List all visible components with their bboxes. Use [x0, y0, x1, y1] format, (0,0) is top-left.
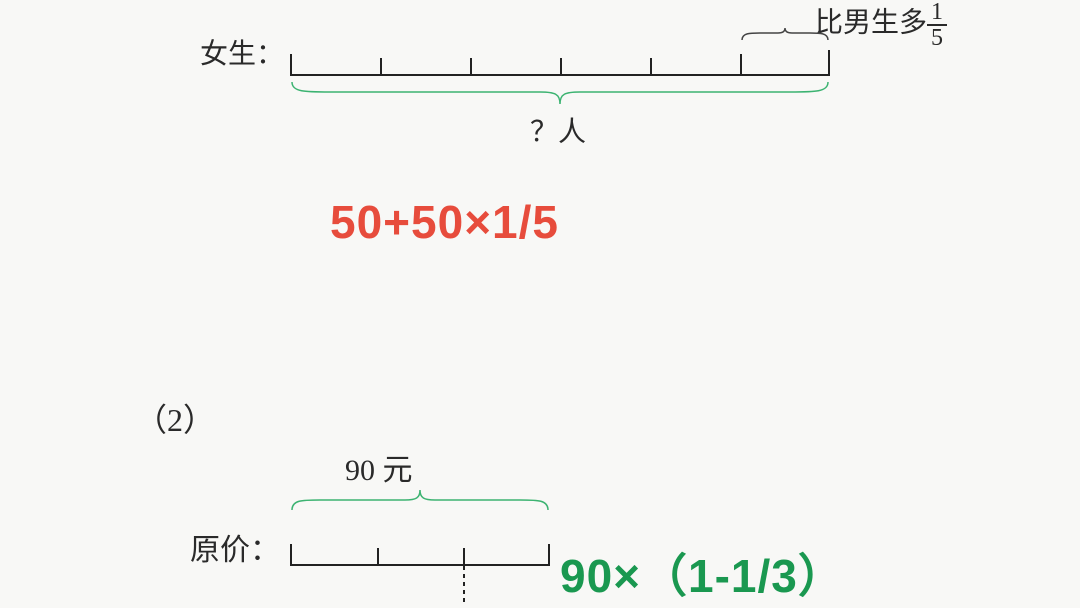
prob2-tick: [548, 544, 550, 566]
prob1-bottom-brace: [290, 80, 830, 106]
prob2-tick: [377, 548, 379, 566]
prob2-answer: 90×（1-1/3）: [560, 540, 845, 606]
prob1-top-brace: [740, 28, 830, 42]
prob1-tick: [650, 58, 652, 76]
prob1-tick: [560, 58, 562, 76]
prob2-top-brace: [290, 490, 550, 512]
prob2-bar-baseline: [290, 564, 550, 566]
prob1-frac-den: 5: [927, 26, 947, 50]
prob1-bottom-label: ？人: [530, 110, 586, 150]
prob1-annotation-prefix: 比男生多: [815, 7, 927, 38]
prob2-tick: [290, 544, 292, 566]
prob1-tick-extra: [828, 50, 830, 76]
prob1-tick: [380, 58, 382, 76]
prob1-answer: 50+50×1/5: [330, 195, 559, 249]
prob2-top-label: 90 元: [345, 445, 413, 489]
prob1-fraction: 15: [927, 0, 947, 50]
prob2-bar: [290, 530, 550, 566]
prob2-left-label: 原价：: [190, 525, 280, 569]
prob1-tick: [740, 54, 742, 76]
prob2-number: （2）: [135, 395, 215, 441]
prob1-tick: [290, 54, 292, 76]
prob1-row-label: 女生：: [200, 32, 284, 72]
prob2-dashed-line: [463, 566, 465, 606]
prob1-bar: [290, 40, 830, 76]
prob1-frac-num: 1: [927, 0, 947, 26]
prob1-tick: [470, 58, 472, 76]
prob1-annotation: 比男生多15: [815, 0, 947, 50]
prob2-tick: [463, 548, 465, 566]
